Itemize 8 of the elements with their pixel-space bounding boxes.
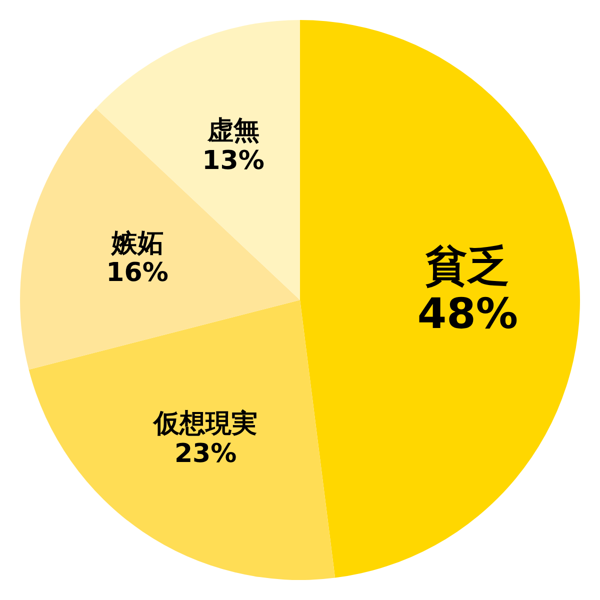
data-label: 48% <box>417 289 518 338</box>
data-label: 23% <box>174 438 237 469</box>
data-label: 16% <box>106 258 168 288</box>
slice-label: 虚無 <box>206 116 260 146</box>
slice-label: 嫉妬 <box>110 228 164 258</box>
data-label: 13% <box>202 146 264 176</box>
slice-label: 貧乏 <box>424 240 510 290</box>
slice-label: 仮想現実 <box>152 409 258 439</box>
